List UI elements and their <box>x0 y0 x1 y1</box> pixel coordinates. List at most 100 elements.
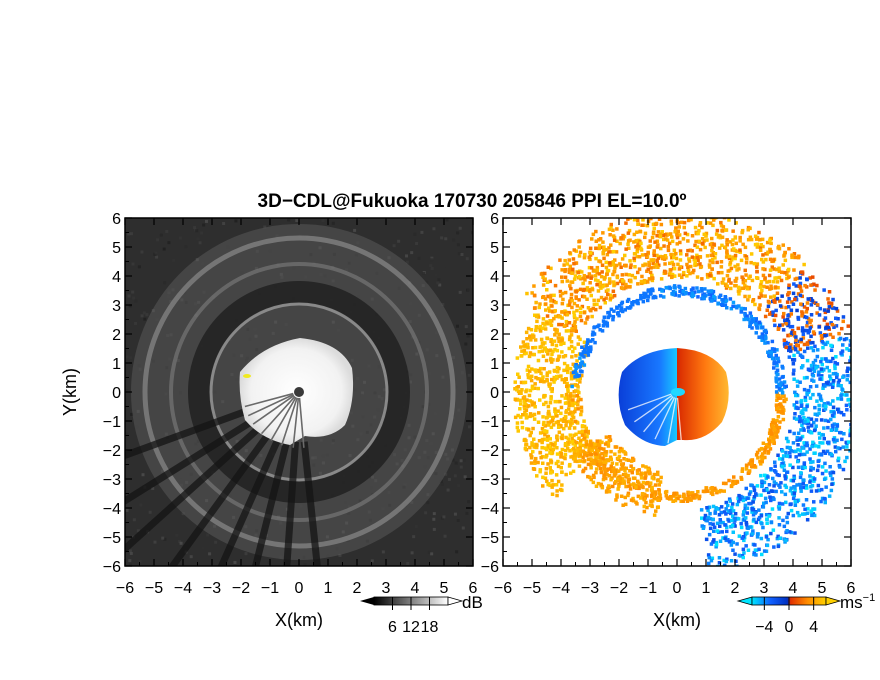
velocity-pixel <box>760 338 764 342</box>
velocity-pixel <box>778 299 782 303</box>
velocity-pixel <box>805 342 810 346</box>
velocity-pixel <box>627 285 632 289</box>
velocity-pixel <box>795 483 799 487</box>
velocity-pixel <box>615 495 619 499</box>
velocity-pixel <box>818 441 822 445</box>
velocity-pixel <box>555 452 560 456</box>
velocity-pixel <box>733 517 738 521</box>
velocity-pixel <box>632 218 637 222</box>
velocity-pixel <box>565 279 569 283</box>
velocity-pixel <box>550 492 555 496</box>
velocity-pixel <box>561 419 566 423</box>
velocity-pixel <box>624 466 628 471</box>
velocity-pixel <box>649 499 653 503</box>
velocity-pixel <box>524 351 528 355</box>
velocity-pixel <box>673 229 678 233</box>
velocity-pixel <box>645 481 649 485</box>
velocity-pixel <box>591 473 596 478</box>
velocity-pixel <box>563 268 568 272</box>
velocity-pixel <box>711 492 715 497</box>
velocity-pixel <box>805 443 810 448</box>
velocity-pixel <box>533 461 537 465</box>
velocity-pixel <box>546 294 550 299</box>
velocity-pixel <box>518 398 522 403</box>
velocity-pixel <box>578 314 583 319</box>
noise-pixel <box>198 241 202 245</box>
velocity-pixel <box>538 379 543 384</box>
velocity-pixel <box>808 385 813 389</box>
velocity-pixel <box>708 259 712 263</box>
noise-pixel <box>175 533 179 537</box>
velocity-pixel <box>718 488 723 493</box>
velocity-pixel <box>560 310 564 314</box>
velocity-pixel <box>615 462 619 466</box>
velocity-pixel <box>546 445 551 449</box>
velocity-pixel <box>651 296 655 300</box>
noise-pixel <box>457 252 461 256</box>
velocity-pixel <box>775 267 779 272</box>
velocity-pixel <box>795 435 800 440</box>
velocity-pixel <box>792 403 796 407</box>
velocity-pixel <box>614 250 619 254</box>
velocity-pixel <box>829 348 834 352</box>
velocity-pixel <box>585 317 589 321</box>
velocity-pixel <box>573 456 577 461</box>
velocity-pixel <box>690 255 695 259</box>
velocity-pixel <box>779 278 784 283</box>
velocity-pixel <box>586 457 591 462</box>
velocity-pixel <box>775 348 779 352</box>
velocity-pixel <box>674 251 678 256</box>
velocity-pixel <box>773 285 778 289</box>
velocity-pixel <box>554 411 558 415</box>
velocity-pixel <box>513 415 518 420</box>
velocity-pixel <box>656 230 661 234</box>
velocity-pixel <box>568 394 573 398</box>
figure-title: 3D−CDL@Fukuoka 170730 205846 PPI EL=10.0… <box>258 191 687 212</box>
noise-pixel <box>178 236 182 240</box>
velocity-pixel <box>570 400 574 405</box>
velocity-pixel <box>707 263 712 267</box>
velocity-pixel <box>656 498 661 502</box>
velocity-pixel <box>746 471 751 475</box>
velocity-pixel <box>745 506 750 510</box>
velocity-pixel <box>549 397 553 401</box>
velocity-pixel <box>695 253 699 258</box>
velocity-pixel <box>729 286 733 291</box>
velocity-pixel <box>524 416 529 420</box>
velocity-pixel <box>626 242 630 246</box>
velocity-pixel <box>538 302 542 306</box>
velocity-pixel <box>743 497 748 502</box>
velocity-pixel <box>560 483 564 487</box>
velocity-pixel <box>763 341 767 345</box>
velocity-pixel <box>766 537 770 542</box>
velocity-pixel <box>721 277 726 281</box>
velocity-pixel <box>729 258 734 262</box>
velocity-pixel <box>566 397 571 401</box>
velocity-pixel <box>759 294 764 298</box>
velocity-pixel <box>836 446 840 450</box>
xtick-label: 5 <box>818 580 827 597</box>
velocity-pixel <box>739 309 744 314</box>
velocity-pixel <box>840 349 845 353</box>
velocity-pixel <box>787 355 792 359</box>
velocity-pixel <box>607 310 611 315</box>
velocity-pixel <box>770 425 775 430</box>
velocity-pixel <box>698 262 702 266</box>
velocity-pixel <box>546 420 550 425</box>
velocity-pixel <box>566 387 570 391</box>
velocity-pixel <box>705 518 709 523</box>
velocity-pixel <box>825 322 830 327</box>
velocity-pixel <box>721 481 726 486</box>
velocity-pixel <box>678 249 683 253</box>
velocity-pixel <box>659 277 664 281</box>
velocity-pixel <box>730 518 734 523</box>
velocity-pixel <box>613 266 617 270</box>
velocity-pixel <box>774 353 778 358</box>
velocity-pixel <box>852 376 856 380</box>
velocity-pixel <box>811 275 815 279</box>
velocity-pixel <box>780 465 785 469</box>
velocity-pixel <box>833 360 837 365</box>
velocity-pixel <box>586 338 590 342</box>
velocity-pixel <box>734 279 738 283</box>
noise-pixel <box>178 540 182 544</box>
